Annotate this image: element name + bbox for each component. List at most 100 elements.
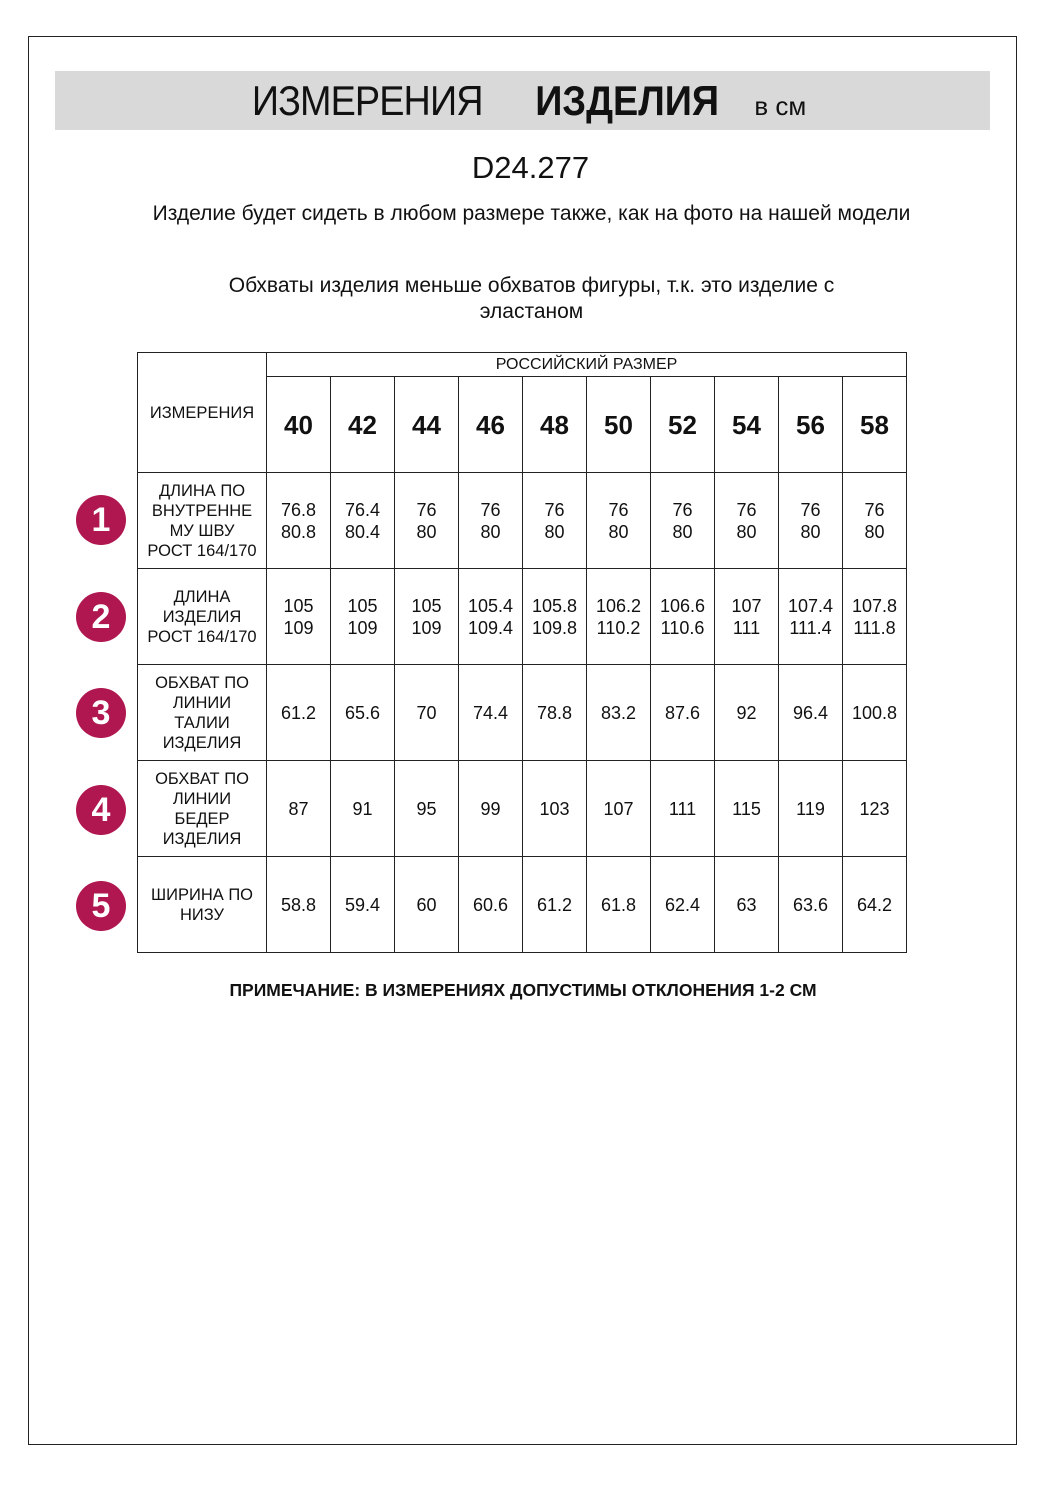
title-bold: ИЗДЕЛИЯ: [535, 77, 720, 124]
value: 111: [732, 617, 761, 638]
value: 76: [416, 499, 437, 520]
value-cell: 91: [330, 760, 395, 857]
value-cell: 119: [778, 760, 843, 857]
measurement-label: ОБХВАТ ПО ЛИНИИ БЕДЕР ИЗДЕЛИЯ: [137, 760, 267, 857]
group-header: РОССИЙСКИЙ РАЗМЕР: [266, 352, 907, 377]
value: 106.6: [659, 595, 706, 616]
value-cell: 76.8 80.8: [266, 472, 331, 569]
value-cell: 107.8 111.8: [842, 568, 907, 665]
label-line: ИЗДЕЛИЯ: [162, 607, 242, 626]
value: 105: [283, 595, 314, 616]
value-cell: 76 80: [522, 472, 587, 569]
label-line: ШИРИНА ПО: [150, 885, 254, 904]
label-line: ЛИНИИ: [172, 693, 232, 712]
value: 110.2: [596, 617, 641, 638]
label-line: ДЛИНА ПО: [158, 481, 246, 500]
value: 87: [288, 798, 309, 819]
value: 107.4: [787, 595, 834, 616]
value-cell: 87.6: [650, 664, 715, 761]
size-header: 46: [458, 376, 523, 473]
value: 99: [480, 798, 501, 819]
value: 109: [283, 617, 314, 638]
value-cell: 105.8 109.8: [522, 568, 587, 665]
measurement-label: ОБХВАТ ПО ЛИНИИ ТАЛИИ ИЗДЕЛИЯ: [137, 664, 267, 761]
value-cell: 60.6: [458, 856, 523, 953]
value: 70: [416, 702, 437, 723]
title-light: ИЗМЕРЕНИЯ: [251, 77, 483, 124]
row-number-badge: 1: [76, 495, 126, 545]
value: 105.4: [467, 595, 514, 616]
size-header: 56: [778, 376, 843, 473]
value: 91: [352, 798, 373, 819]
value: 109: [347, 617, 378, 638]
value-cell: 105.4 109.4: [458, 568, 523, 665]
note-fit: Изделие будет сидеть в любом размере так…: [152, 202, 911, 225]
table-row: ДЛИНА ПО ВНУТРЕННЕ МУ ШВУ РОСТ 164/170 76.8 8…: [137, 472, 907, 569]
value: 63.6: [792, 894, 829, 915]
size-table: ИЗМЕРЕНИЯ РОССИЙСКИЙ РАЗМЕР 40 42 44 46 48 50…: [137, 352, 907, 953]
size-header: 58: [842, 376, 907, 473]
value-cell: 60: [394, 856, 459, 953]
value: 78.8: [536, 702, 573, 723]
value: 107: [731, 595, 762, 616]
value: 80: [608, 521, 629, 542]
page-frame: [28, 36, 1017, 1445]
value: 76: [672, 499, 693, 520]
value: 60: [416, 894, 437, 915]
measurement-label: ДЛИНА ИЗДЕЛИЯ РОСТ 164/170: [137, 568, 267, 665]
value: 80.8: [280, 521, 317, 542]
value: 61.2: [536, 894, 573, 915]
value-cell: 76 80: [394, 472, 459, 569]
value: 109.8: [531, 617, 578, 638]
value: 61.8: [600, 894, 637, 915]
value-cell: 58.8: [266, 856, 331, 953]
value: 115: [732, 798, 761, 819]
value-cell: 76.4 80.4: [330, 472, 395, 569]
value-cell: 87: [266, 760, 331, 857]
value-cell: 99: [458, 760, 523, 857]
value-cell: 107: [586, 760, 651, 857]
value: 58.8: [280, 894, 317, 915]
value: 65.6: [344, 702, 381, 723]
value-cell: 76 80: [650, 472, 715, 569]
label-line: МУ ШВУ: [169, 521, 235, 540]
value: 107.8: [851, 595, 898, 616]
value-cell: 115: [714, 760, 779, 857]
value-cell: 103: [522, 760, 587, 857]
value-cell: 65.6: [330, 664, 395, 761]
value: 103: [539, 798, 570, 819]
value-cell: 63: [714, 856, 779, 953]
value-cell: 92: [714, 664, 779, 761]
value: 76: [608, 499, 629, 520]
value-cell: 61.2: [522, 856, 587, 953]
value: 80: [480, 521, 501, 542]
value: 76.4: [344, 499, 381, 520]
size-header: 42: [330, 376, 395, 473]
label-line: ОБХВАТ ПО: [155, 673, 249, 692]
value: 119: [796, 798, 825, 819]
value-cell: 63.6: [778, 856, 843, 953]
value: 105.8: [531, 595, 578, 616]
table-row: ОБХВАТ ПО ЛИНИИ ТАЛИИ ИЗДЕЛИЯ 61.2 65.6 70 74.4…: [137, 664, 907, 761]
value: 74.4: [472, 702, 509, 723]
label-line: ИЗДЕЛИЯ: [162, 829, 242, 848]
value: 83.2: [600, 702, 637, 723]
value-cell: 59.4: [330, 856, 395, 953]
value: 105: [347, 595, 378, 616]
value-cell: 107 111: [714, 568, 779, 665]
footnote: ПРИМЕЧАНИЕ: В ИЗМЕРЕНИЯХ ДОПУСТИМЫ ОТКЛО…: [229, 980, 817, 1000]
value-cell: 100.8: [842, 664, 907, 761]
value: 109: [411, 617, 442, 638]
value: 76: [480, 499, 501, 520]
value: 105: [411, 595, 442, 616]
label-line: НИЗУ: [179, 905, 225, 924]
title-banner: ИЗМЕРЕНИЯ ИЗДЕЛИЯ в см: [55, 71, 990, 130]
value-cell: 64.2: [842, 856, 907, 953]
label-line: БЕДЕР: [174, 809, 230, 828]
value: 109.4: [467, 617, 514, 638]
table-row: ШИРИНА ПО НИЗУ 58.8 59.4 60 60.6 61.2 61.8 62.4 6…: [137, 856, 907, 953]
value: 87.6: [664, 702, 701, 723]
table-row: ДЛИНА ИЗДЕЛИЯ РОСТ 164/170 105 109 105 109 105 1…: [137, 568, 907, 665]
size-header: 48: [522, 376, 587, 473]
value: 80: [800, 521, 821, 542]
